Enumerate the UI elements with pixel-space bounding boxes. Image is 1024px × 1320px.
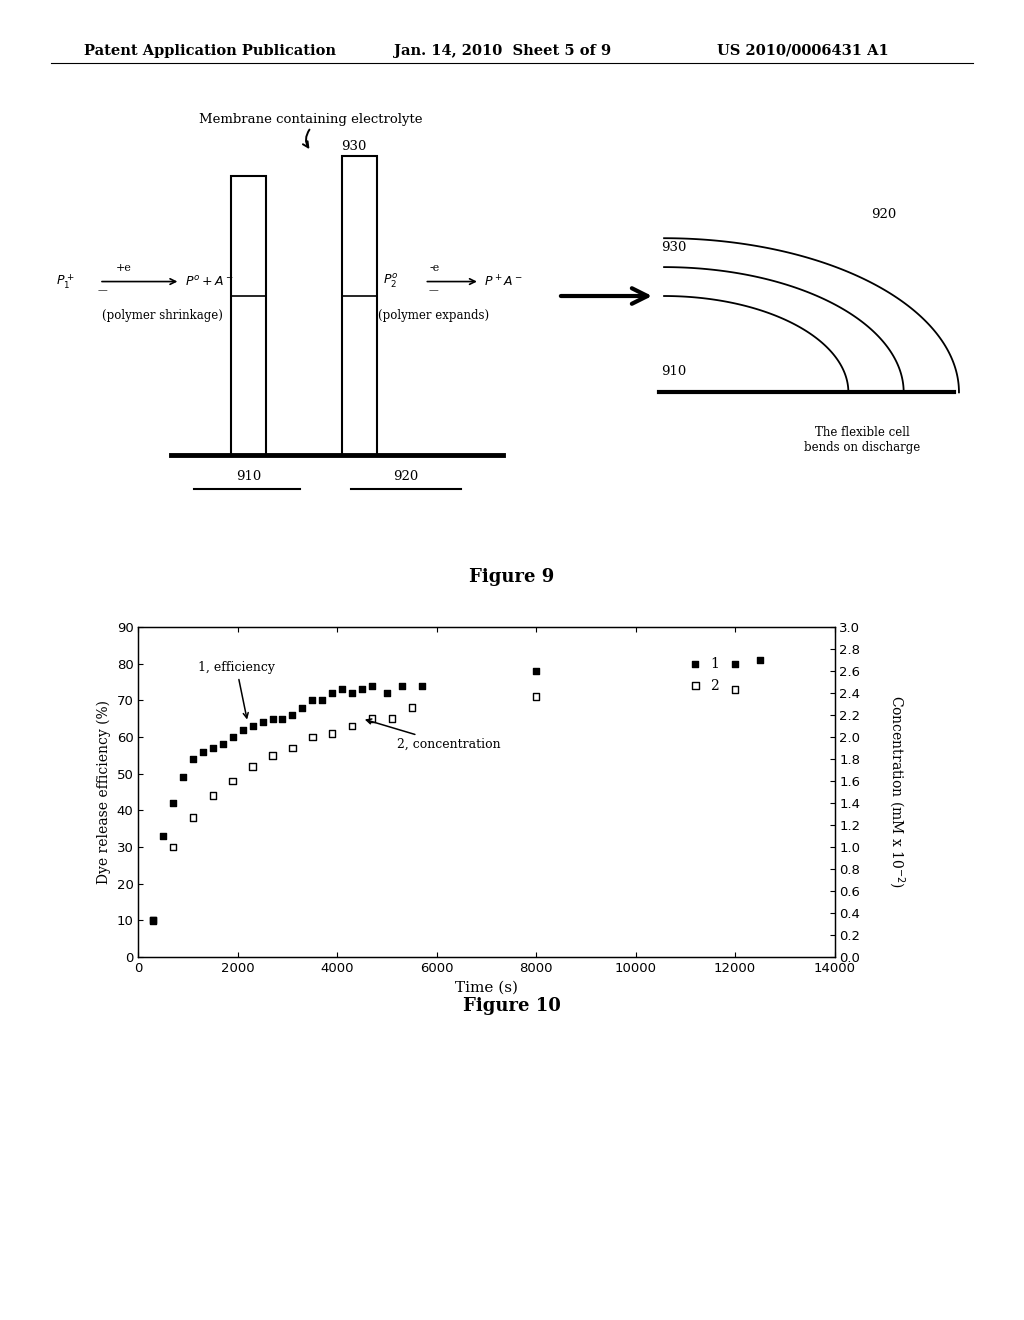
Point <box>528 660 545 681</box>
Text: 910: 910 <box>662 364 686 378</box>
Point <box>727 678 743 700</box>
Point <box>379 682 395 704</box>
Text: 910: 910 <box>236 470 261 483</box>
Y-axis label: Concentration (mM x 10$^{-2}$): Concentration (mM x 10$^{-2}$) <box>886 696 906 888</box>
Point <box>384 708 400 729</box>
Text: 2, concentration: 2, concentration <box>367 719 501 751</box>
Text: US 2010/0006431 A1: US 2010/0006431 A1 <box>717 44 889 58</box>
Text: $P_2^o$: $P_2^o$ <box>383 273 398 290</box>
Text: —: — <box>429 285 439 294</box>
Text: (polymer shrinkage): (polymer shrinkage) <box>102 309 223 322</box>
Point <box>414 675 430 696</box>
Text: (polymer expands): (polymer expands) <box>379 309 489 322</box>
Point <box>224 771 241 792</box>
Text: +e: +e <box>116 263 132 273</box>
Point <box>245 715 261 737</box>
Text: Figure 10: Figure 10 <box>463 997 561 1015</box>
Point <box>687 653 703 675</box>
Point <box>184 807 201 828</box>
Point <box>403 697 420 718</box>
Bar <box>342 156 377 455</box>
Text: Jan. 14, 2010  Sheet 5 of 9: Jan. 14, 2010 Sheet 5 of 9 <box>394 44 611 58</box>
Text: Figure 9: Figure 9 <box>469 568 555 586</box>
Text: 1, efficiency: 1, efficiency <box>198 661 274 718</box>
Point <box>254 711 270 733</box>
Point <box>364 675 380 696</box>
Point <box>145 909 162 931</box>
Point <box>354 678 371 700</box>
Point <box>155 825 171 846</box>
Point <box>145 909 162 931</box>
Text: Membrane containing electrolyte: Membrane containing electrolyte <box>200 114 423 125</box>
Text: 930: 930 <box>662 242 687 255</box>
Point <box>304 690 321 711</box>
Point <box>264 708 281 729</box>
Bar <box>231 176 266 455</box>
Text: $P^+ A^-$: $P^+ A^-$ <box>484 275 523 289</box>
Point <box>687 675 703 696</box>
Point <box>205 785 221 807</box>
Point <box>165 837 181 858</box>
Point <box>245 756 261 777</box>
Text: 2: 2 <box>711 678 719 693</box>
Text: $P^o + A^-$: $P^o + A^-$ <box>184 275 233 289</box>
Text: —: — <box>97 285 108 294</box>
Point <box>324 682 340 704</box>
Point <box>224 726 241 747</box>
Point <box>528 686 545 708</box>
Text: 1: 1 <box>711 656 719 671</box>
Text: -e: -e <box>429 263 439 273</box>
Point <box>344 715 360 737</box>
Point <box>285 738 301 759</box>
Point <box>334 678 350 700</box>
X-axis label: Time (s): Time (s) <box>455 981 518 994</box>
Point <box>215 734 231 755</box>
Text: 930: 930 <box>342 140 367 153</box>
Y-axis label: Dye release efficiency (%): Dye release efficiency (%) <box>96 700 111 884</box>
Point <box>727 653 743 675</box>
Text: Patent Application Publication: Patent Application Publication <box>84 44 336 58</box>
Point <box>344 682 360 704</box>
Point <box>195 741 211 762</box>
Point <box>752 649 768 671</box>
Text: $P_1^+$: $P_1^+$ <box>56 272 75 290</box>
Text: 920: 920 <box>871 207 897 220</box>
Point <box>285 705 301 726</box>
Point <box>184 748 201 770</box>
Point <box>304 726 321 747</box>
Text: 920: 920 <box>393 470 419 483</box>
Point <box>314 690 331 711</box>
Point <box>274 708 291 729</box>
Point <box>205 738 221 759</box>
Point <box>364 708 380 729</box>
Point <box>264 744 281 766</box>
Point <box>175 767 191 788</box>
Point <box>324 723 340 744</box>
Point <box>234 719 251 741</box>
Point <box>165 792 181 813</box>
Point <box>393 675 410 696</box>
Point <box>294 697 310 718</box>
Text: The flexible cell
bends on discharge: The flexible cell bends on discharge <box>804 426 921 454</box>
